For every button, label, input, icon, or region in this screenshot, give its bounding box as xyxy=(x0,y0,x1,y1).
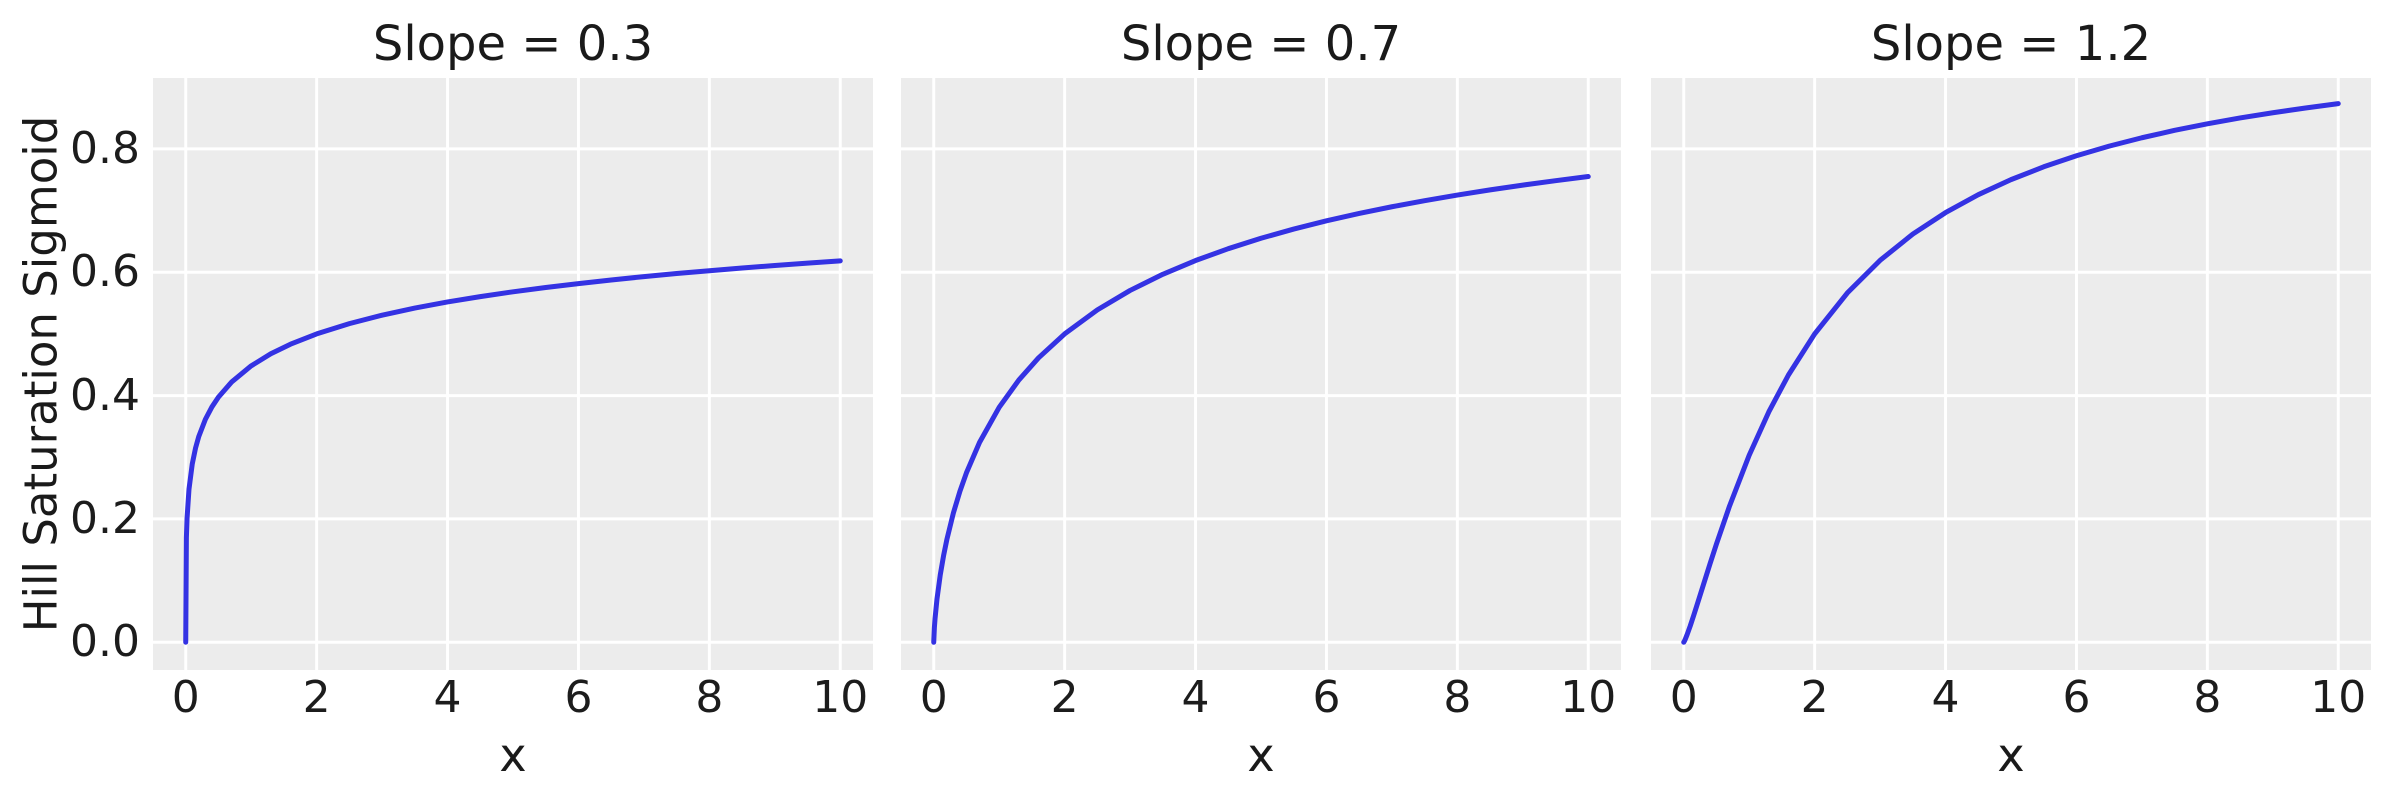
y-tick-label: 0.8 xyxy=(70,122,140,174)
subplot-title-1: Slope = 0.3 xyxy=(372,16,654,72)
x-tick-label: 10 xyxy=(812,672,869,723)
x-tick-label: 4 xyxy=(1931,672,1960,723)
x-tick-label: 8 xyxy=(1443,672,1472,723)
plot-area xyxy=(153,78,873,670)
x-axis-label-3: x xyxy=(1997,728,2025,782)
y-tick-label: 0.2 xyxy=(70,492,140,544)
x-tick-label: 4 xyxy=(1181,672,1210,723)
panel-background xyxy=(153,78,873,670)
x-tick-label: 2 xyxy=(1800,672,1829,723)
plot-area xyxy=(901,78,1621,670)
x-tick-label: 0 xyxy=(1669,672,1698,723)
panel-background xyxy=(901,78,1621,670)
x-tick-label: 0 xyxy=(171,672,200,723)
panel-background xyxy=(1651,78,2371,670)
subplot-title-3: Slope = 1.2 xyxy=(1870,16,2152,72)
x-tick-label: 6 xyxy=(2062,672,2091,723)
y-tick-label: 0.0 xyxy=(70,616,140,668)
y-tick-label: 0.4 xyxy=(70,369,140,421)
x-tick-label: 10 xyxy=(1560,672,1617,723)
hill-curve xyxy=(183,258,843,645)
y-tick-label: 0.6 xyxy=(70,246,140,298)
subplot-title-2: Slope = 0.7 xyxy=(1120,16,1402,72)
x-tick-label: 8 xyxy=(2193,672,2222,723)
x-tick-label: 2 xyxy=(302,672,331,723)
x-tick-label: 10 xyxy=(2310,672,2367,723)
x-tick-label: 4 xyxy=(433,672,462,723)
subplot-panel-3 xyxy=(1651,78,2371,670)
subplot-panel-2 xyxy=(901,78,1621,670)
hill-curve xyxy=(931,174,1591,645)
hill-curve xyxy=(1681,101,2341,645)
subplot-panel-1 xyxy=(153,78,873,670)
x-tick-label: 0 xyxy=(919,672,948,723)
x-tick-label: 8 xyxy=(695,672,724,723)
x-tick-label: 2 xyxy=(1050,672,1079,723)
x-tick-label: 6 xyxy=(564,672,593,723)
plot-area xyxy=(1651,78,2371,670)
x-tick-label: 6 xyxy=(1312,672,1341,723)
x-axis-label-2: x xyxy=(1247,728,1275,782)
x-axis-label-1: x xyxy=(499,728,527,782)
